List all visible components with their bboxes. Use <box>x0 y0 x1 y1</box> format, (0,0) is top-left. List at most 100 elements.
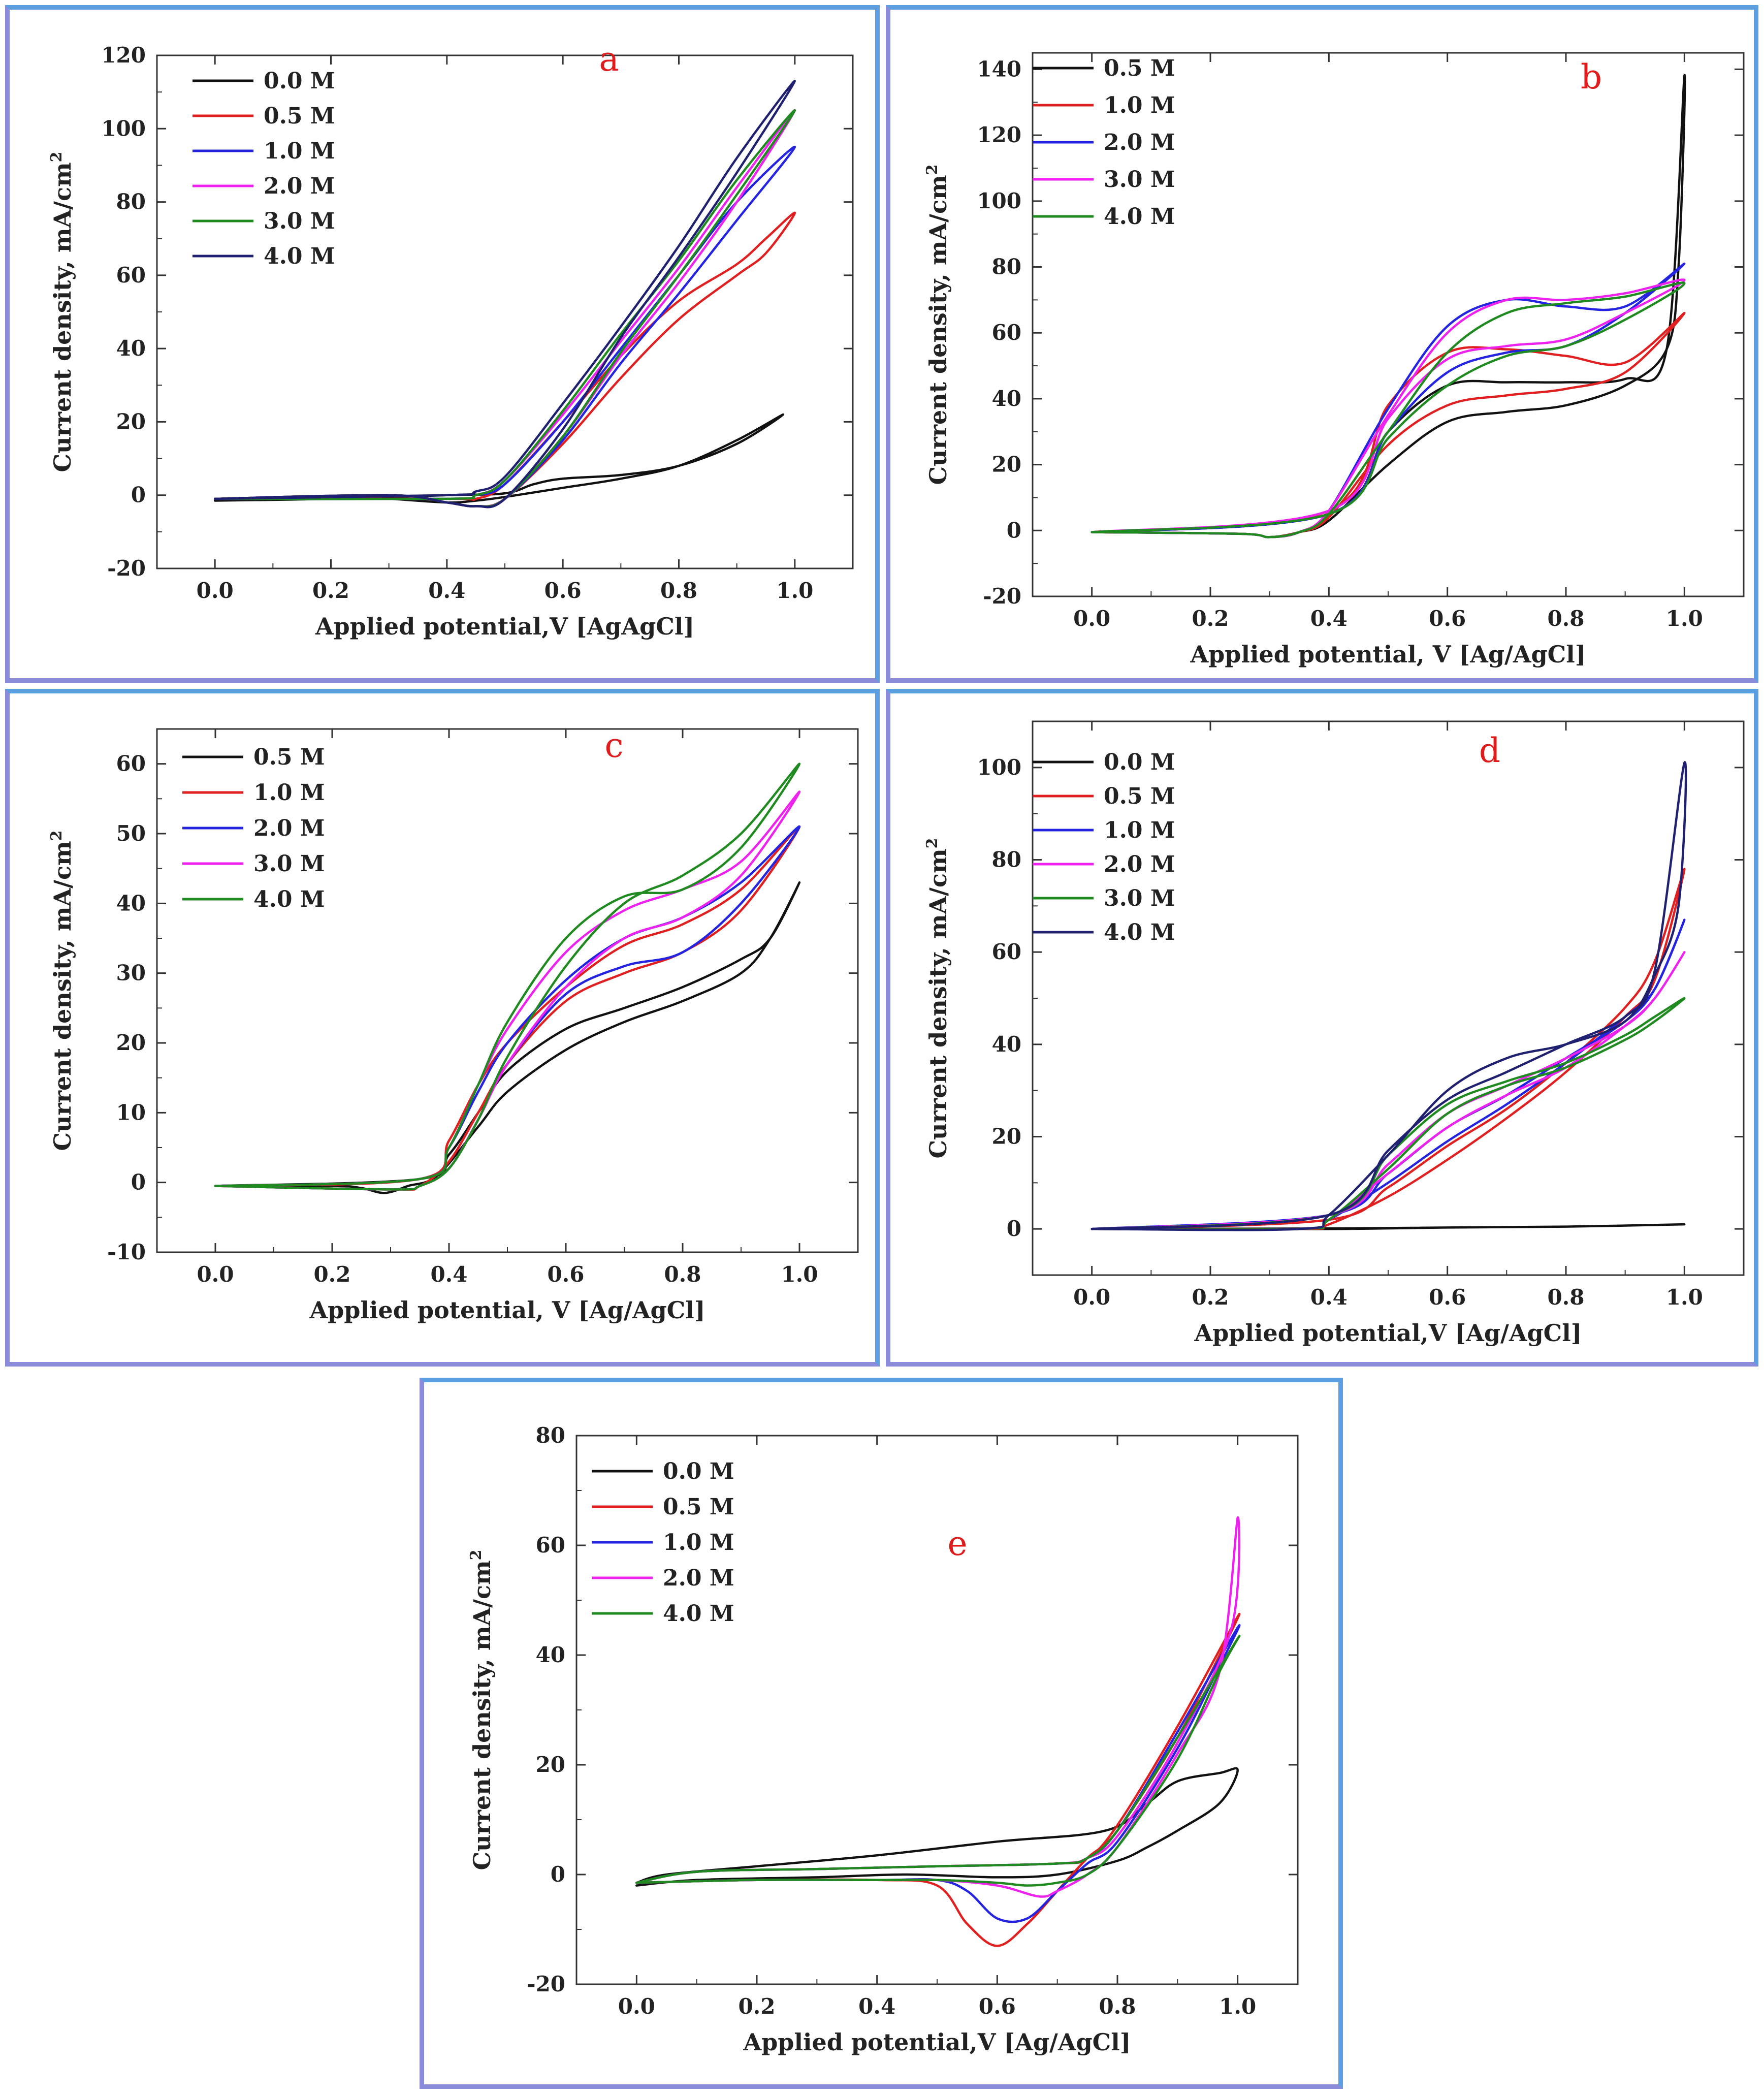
x-tick-label: 0.2 <box>312 578 349 603</box>
panel-letter: a <box>599 40 619 79</box>
x-tick-label: 0.6 <box>544 578 582 603</box>
series-line <box>635 1634 1241 1887</box>
plot-frame <box>156 728 859 1253</box>
y-tick-label: 80 <box>992 255 1021 279</box>
panel-d: 0.0 0.2 0.4 0.6 0.8 1.0 0 20 40 60 80 100 Applied po… <box>886 689 1758 1367</box>
y-tick-label: 60 <box>992 939 1021 964</box>
series-line <box>1091 281 1686 538</box>
x-tick-label: 0.6 <box>547 1262 584 1287</box>
x-tick-label: 0.2 <box>313 1262 350 1287</box>
y-tick-label: 50 <box>116 821 146 846</box>
x-tick-label: 0.8 <box>660 578 697 603</box>
x-tick-label: 0.4 <box>1310 606 1348 631</box>
y-tick-label: 120 <box>977 122 1021 147</box>
legend-label: 0.0 M <box>264 68 335 94</box>
legend-label: 1.0 M <box>663 1530 734 1556</box>
x-axis-title: Applied potential,V [Ag/AgCl] <box>743 2028 1131 2056</box>
x-axis-title: Applied potential,V [Ag/AgCl] <box>1194 1319 1582 1347</box>
series-line <box>1091 74 1686 538</box>
x-tick-label: 1.0 <box>1666 1285 1703 1310</box>
y-tick-label: 100 <box>101 116 146 141</box>
y-tick-label: 10 <box>116 1100 146 1125</box>
y-tick-label: 20 <box>116 1030 146 1055</box>
y-tick-label: 40 <box>992 386 1021 411</box>
legend-label: 4.0 M <box>1104 204 1175 230</box>
series-line <box>1091 312 1686 538</box>
y-tick-label: -20 <box>527 1972 565 1996</box>
x-tick-label: 0.4 <box>1310 1285 1348 1310</box>
panel-letter: e <box>947 1524 967 1563</box>
legend-label: 4.0 M <box>663 1601 734 1627</box>
legend-label: 2.0 M <box>1104 851 1175 877</box>
x-tick-label: 0.0 <box>618 1994 655 2019</box>
y-tick-label: 80 <box>536 1423 565 1448</box>
y-tick-label: 0 <box>1007 518 1021 543</box>
legend-label: 4.0 M <box>1104 919 1175 945</box>
series-line <box>213 80 796 509</box>
chart-c: 0.0 0.2 0.4 0.6 0.8 1.0 -10 0 10 20 30 40 50 60 Applie… <box>48 726 859 1324</box>
legend-label: 0.5 M <box>663 1494 734 1520</box>
chart-a: 0.0 0.2 0.4 0.6 0.8 1.0 -20 0 20 40 60 80 100 120 Appl… <box>48 40 854 640</box>
series-line <box>1091 1223 1686 1230</box>
panel-letter: b <box>1581 57 1602 97</box>
series-line <box>1091 761 1687 1231</box>
y-axis-title-superscript: 2 <box>48 830 66 841</box>
panel-a: 0.0 0.2 0.4 0.6 0.8 1.0 -20 0 20 40 60 80 100 120 Appl… <box>5 5 880 683</box>
y-tick-label: -20 <box>983 584 1021 609</box>
y-tick-label: 20 <box>536 1752 565 1777</box>
y-tick-label: -20 <box>107 556 146 581</box>
legend-label: 1.0 M <box>1104 817 1175 843</box>
y-tick-label: 100 <box>977 755 1021 780</box>
y-tick-label: 0 <box>551 1862 565 1887</box>
y-axis-title: Current density, mA/cm2 <box>48 151 76 472</box>
series-line <box>213 109 796 508</box>
x-tick-label: 0.8 <box>1099 1994 1136 2019</box>
y-tick-label: 20 <box>992 1124 1021 1149</box>
series-line <box>1091 868 1686 1231</box>
legend-label: 1.0 M <box>1104 92 1175 118</box>
y-tick-label: 0 <box>131 1170 146 1195</box>
panel-letter: c <box>605 726 624 765</box>
y-tick-label: 40 <box>536 1642 565 1667</box>
x-tick-label: 0.6 <box>979 1994 1016 2019</box>
series-line <box>213 109 796 508</box>
x-tick-label: 1.0 <box>1666 606 1703 631</box>
x-tick-label: 1.0 <box>781 1262 818 1287</box>
x-tick-label: 0.2 <box>738 1994 775 2019</box>
y-tick-label: 60 <box>116 751 146 776</box>
x-axis-title: Applied potential,V [AgAgCl] <box>315 613 694 640</box>
legend-label: 3.0 M <box>1104 885 1175 911</box>
x-tick-label: 0.8 <box>664 1262 701 1287</box>
y-tick-label: 0 <box>131 483 146 507</box>
legend-label: 3.0 M <box>1104 167 1175 193</box>
x-tick-label: 0.0 <box>197 1262 234 1287</box>
legend-label: 4.0 M <box>253 886 325 912</box>
y-tick-label: 100 <box>977 188 1021 213</box>
y-tick-label: -10 <box>107 1240 146 1264</box>
panel-e: 0.0 0.2 0.4 0.6 0.8 1.0 -20 0 20 40 60 80 Applied po… <box>420 1378 1343 2089</box>
y-tick-label: 40 <box>116 891 146 915</box>
chart-e: 0.0 0.2 0.4 0.6 0.8 1.0 -20 0 20 40 60 80 Applied po… <box>467 1423 1299 2056</box>
chart-d: 0.0 0.2 0.4 0.6 0.8 1.0 0 20 40 60 80 100 Applied po… <box>923 720 1745 1347</box>
x-tick-label: 0.0 <box>1073 1285 1110 1310</box>
y-tick-label: 60 <box>536 1533 565 1558</box>
x-tick-label: 0.4 <box>430 1262 467 1287</box>
legend-label: 2.0 M <box>253 815 325 841</box>
series-line <box>214 763 801 1191</box>
legend-label: 1.0 M <box>253 780 325 806</box>
panel-b: 0.0 0.2 0.4 0.6 0.8 1.0 -20 0 20 40 60 80 100 120 140 A… <box>886 5 1758 683</box>
y-axis-title-superscript: 2 <box>48 151 66 162</box>
x-tick-label: 0.6 <box>1429 1285 1466 1310</box>
x-tick-label: 0.6 <box>1429 606 1466 631</box>
legend-label: 3.0 M <box>253 851 325 877</box>
y-axis-title: Current density, mA/cm2 <box>467 1549 496 1870</box>
legend-label: 2.0 M <box>264 173 335 199</box>
y-tick-label: 0 <box>1007 1216 1021 1241</box>
y-axis-title: Current density, mA/cm2 <box>48 830 76 1151</box>
x-tick-label: 0.4 <box>428 578 465 603</box>
y-tick-label: 120 <box>101 43 146 68</box>
x-tick-label: 1.0 <box>776 578 813 603</box>
legend-label: 0.5 M <box>253 744 325 770</box>
y-tick-label: 60 <box>116 263 146 288</box>
x-tick-label: 0.0 <box>197 578 234 603</box>
